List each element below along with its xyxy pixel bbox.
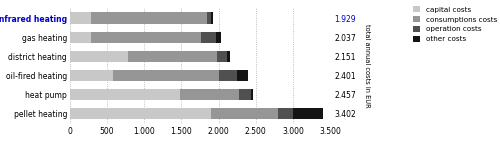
Bar: [211, 108, 278, 119]
Y-axis label: total annual costs in EUR: total annual costs in EUR: [364, 24, 370, 108]
Bar: [211, 12, 214, 24]
Bar: [226, 51, 230, 62]
Bar: [278, 108, 293, 119]
Legend: capital costs, consumptions costs, operation costs, other costs: capital costs, consumptions costs, opera…: [412, 5, 499, 43]
Bar: [113, 70, 220, 81]
Bar: [70, 70, 113, 81]
Bar: [70, 31, 91, 43]
Bar: [70, 12, 91, 24]
Bar: [91, 31, 200, 43]
Bar: [293, 108, 322, 119]
Bar: [237, 70, 248, 81]
Bar: [180, 89, 240, 100]
Bar: [216, 31, 222, 43]
Bar: [200, 31, 216, 43]
Bar: [128, 51, 217, 62]
Bar: [70, 51, 128, 62]
Bar: [217, 51, 226, 62]
Bar: [70, 89, 180, 100]
Bar: [220, 70, 237, 81]
Bar: [70, 108, 211, 119]
Bar: [208, 12, 211, 24]
Bar: [240, 89, 250, 100]
Bar: [91, 12, 208, 24]
Bar: [250, 89, 252, 100]
